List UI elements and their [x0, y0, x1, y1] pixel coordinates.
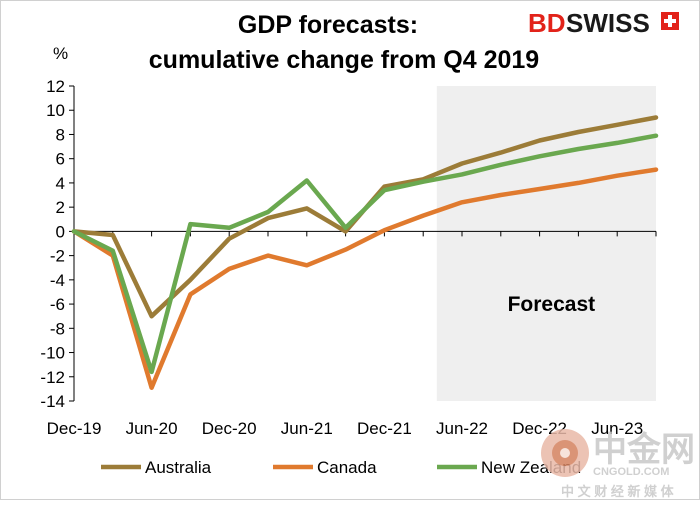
y-tick-label: 12 — [46, 77, 65, 96]
watermark-coin-icon — [541, 429, 589, 477]
y-tick-label: -8 — [50, 319, 65, 338]
x-tick-label: Jun-22 — [436, 419, 488, 438]
x-tick-label: Dec-20 — [202, 419, 257, 438]
x-tick-label: Jun-23 — [591, 419, 643, 438]
axes — [73, 86, 656, 401]
swiss-cross-icon — [661, 12, 679, 30]
x-tick-label: Dec-21 — [357, 419, 412, 438]
x-tick-label: Jun-20 — [126, 419, 178, 438]
x-tick-label: Jun-21 — [281, 419, 333, 438]
watermark-main-text: 中金网 — [593, 430, 695, 469]
x-tick-label: Dec-19 — [47, 419, 102, 438]
watermark: 中金网 CNGOLD.COM 中 文 财 经 新 媒 体 — [541, 429, 695, 499]
y-tick-label: 10 — [46, 101, 65, 120]
brand-logo-swiss: SWISS — [566, 8, 650, 38]
y-tick-label: 4 — [56, 174, 65, 193]
series-line-new-zealand — [71, 133, 659, 375]
watermark-sub-text: 中 文 财 经 新 媒 体 — [561, 484, 675, 499]
y-tick-label: -12 — [40, 368, 65, 387]
y-tick-label: 0 — [56, 222, 65, 241]
x-axis-ticks: Dec-19 Jun-20 Dec-20 Jun-21 Dec-21 Jun-22 Dec-… — [47, 231, 657, 438]
y-tick-label: -2 — [50, 247, 65, 266]
legend-label: Australia — [145, 458, 212, 477]
legend: Australia Canada New Zealand — [101, 458, 581, 477]
y-axis-unit-label: % — [53, 44, 68, 63]
series-lines — [71, 115, 659, 390]
y-tick-label: 2 — [56, 198, 65, 217]
y-tick-label: -6 — [50, 295, 65, 314]
legend-label: Canada — [317, 458, 377, 477]
y-tick-label: -14 — [40, 392, 65, 411]
forecast-label: Forecast — [508, 293, 596, 316]
chart-title-line1: GDP forecasts: — [238, 11, 418, 39]
brand-logo: BD SWISS — [528, 8, 679, 38]
y-tick-label: -4 — [50, 271, 65, 290]
watermark-url-text: CNGOLD.COM — [593, 466, 669, 478]
series-line-canada — [71, 167, 659, 390]
y-axis-ticks: 12 10 8 6 4 2 0 -2 -4 -6 -8 -10 -12 -14 — [40, 77, 74, 411]
brand-logo-bd: BD — [528, 8, 566, 38]
y-tick-label: 6 — [56, 150, 65, 169]
forecast-region — [436, 86, 656, 401]
chart-title-line2: cumulative change from Q4 2019 — [149, 46, 539, 74]
y-tick-label: 8 — [56, 125, 65, 144]
y-tick-label: -10 — [40, 344, 65, 363]
